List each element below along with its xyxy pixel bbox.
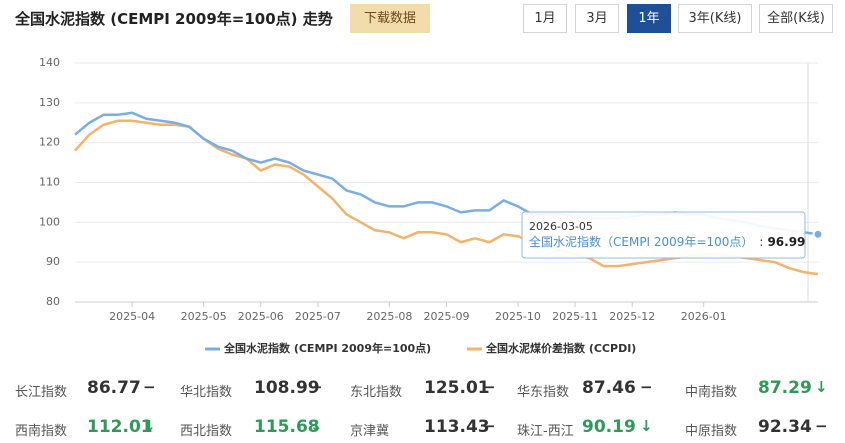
- x-tick-label: 2025-10: [495, 310, 541, 323]
- index-value: 86.77: [87, 378, 141, 398]
- x-tick-label: 2025-07: [295, 310, 341, 323]
- index-name: 长江指数: [15, 385, 68, 400]
- legend-label: 全国水泥煤价差指数 (CCPDI): [485, 341, 636, 355]
- index-value: 125.01: [424, 378, 490, 398]
- range-button[interactable]: 3年(K线): [678, 4, 752, 33]
- x-tick-label: 2025-06: [238, 310, 284, 323]
- index-name: 中原指数: [685, 424, 738, 439]
- index-trend: −: [815, 417, 828, 435]
- y-tick-label: 130: [39, 96, 60, 109]
- index-value: 92.34: [758, 417, 812, 437]
- tooltip-box: [521, 211, 806, 259]
- index-value: 87.29: [758, 378, 812, 398]
- index-trend: ↓: [310, 417, 323, 435]
- x-tick-label: 2025-09: [424, 310, 470, 323]
- y-tick-label: 110: [39, 176, 60, 189]
- x-tick-label: 2025-08: [366, 310, 412, 323]
- index-name: 西北指数: [180, 424, 233, 439]
- y-tick-label: 140: [39, 56, 60, 69]
- index-value: 113.43: [424, 417, 490, 437]
- index-value: 112.01: [87, 417, 153, 437]
- x-tick-label: 2025-05: [181, 310, 227, 323]
- x-tick-label: 2025-12: [609, 310, 655, 323]
- tooltip-date: 2026-03-05: [529, 220, 593, 233]
- index-name: 中南指数: [685, 385, 738, 400]
- y-tick-label: 90: [46, 255, 60, 268]
- index-trend: −: [143, 378, 156, 396]
- y-tick-label: 80: [46, 295, 60, 308]
- download-button[interactable]: 下载数据: [350, 4, 430, 33]
- index-trend: −: [310, 378, 323, 396]
- range-button[interactable]: 1月: [523, 4, 567, 33]
- index-trend: ↓: [640, 417, 653, 435]
- index-value: 115.68: [254, 417, 320, 437]
- x-tick-label: 2025-11: [552, 310, 598, 323]
- index-name: 珠江-西江: [517, 424, 574, 439]
- index-trend: −: [483, 378, 496, 396]
- index-trend: −: [640, 378, 653, 396]
- index-trend: ↓: [815, 378, 828, 396]
- index-name: 华北指数: [180, 385, 233, 400]
- index-value: 90.19: [582, 417, 636, 437]
- legend-label: 全国水泥指数 (CEMPI 2009年=100点): [223, 341, 431, 355]
- x-tick-label: 2026-01: [681, 310, 727, 323]
- page-title: 全国水泥指数 (CEMPI 2009年=100点) 走势: [15, 10, 333, 28]
- index-value: 108.99: [254, 378, 320, 398]
- range-button[interactable]: 全部(K线): [759, 4, 833, 33]
- tooltip-label: 全国水泥指数（CEMPI 2009年=100点）: [529, 234, 753, 249]
- tooltip-separator: :: [759, 235, 763, 249]
- y-tick-label: 120: [39, 136, 60, 149]
- index-name: 京津冀: [350, 424, 390, 439]
- index-trend: ↓: [143, 417, 156, 435]
- tooltip-line: 全国水泥指数（CEMPI 2009年=100点）:96.99: [529, 234, 805, 249]
- y-tick-label: 100: [39, 215, 60, 228]
- point-marker: [812, 228, 824, 240]
- range-button[interactable]: 3月: [575, 4, 619, 33]
- tooltip-value: 96.99: [767, 235, 805, 249]
- index-name: 华东指数: [517, 385, 570, 400]
- index-trend: −: [483, 417, 496, 435]
- index-name: 东北指数: [350, 385, 403, 400]
- index-name: 西南指数: [15, 424, 68, 439]
- x-tick-label: 2025-04: [109, 310, 155, 323]
- range-button[interactable]: 1年: [627, 4, 671, 33]
- index-value: 87.46: [582, 378, 636, 398]
